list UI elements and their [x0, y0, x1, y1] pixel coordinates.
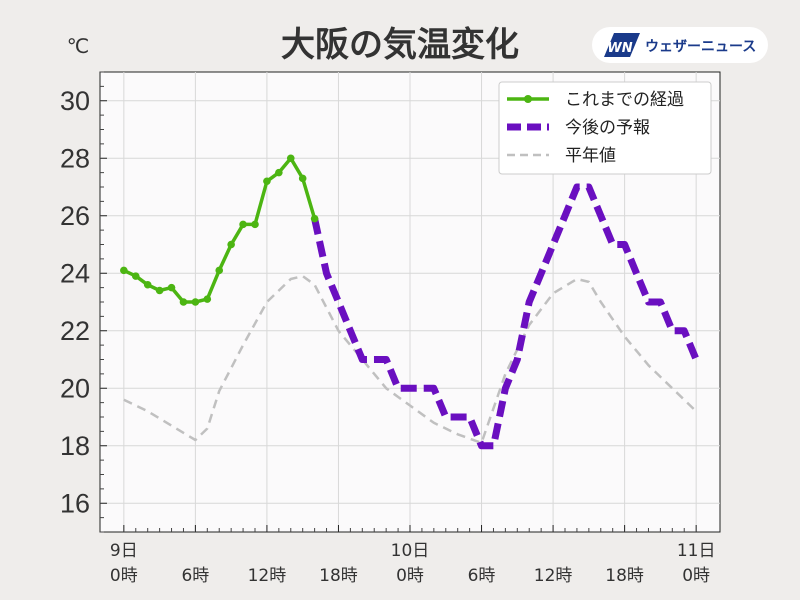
series-line-dashed-thick — [311, 183, 700, 450]
legend-marker-observed — [524, 95, 532, 103]
y-tick-label: 20 — [60, 373, 90, 403]
chart-title: 大阪の気温変化 — [281, 25, 519, 65]
x-tick-time-label: 18時 — [605, 566, 644, 586]
y-tick-label: 16 — [60, 488, 90, 518]
unit-label: ℃ — [67, 34, 89, 58]
x-tick-time-label: 18時 — [319, 566, 358, 586]
x-tick-time-label: 12時 — [534, 566, 573, 586]
y-axis: 16 18 20 22 24 26 28 30 — [60, 86, 107, 518]
series-layer — [120, 154, 700, 450]
legend-label-observed: これまでの経過 — [565, 90, 684, 110]
observed-point — [251, 220, 259, 229]
observed-point — [298, 174, 307, 183]
x-tick-time-label: 12時 — [248, 566, 287, 586]
legend: これまでの経過 今後の予報 平年値 — [498, 81, 712, 175]
observed-point — [310, 214, 319, 223]
observed-point — [239, 220, 247, 229]
observed-point — [227, 240, 235, 249]
x-tick-time-label: 0時 — [682, 566, 710, 586]
observed-point — [263, 177, 271, 186]
observed-point — [275, 168, 283, 177]
y-tick-label: 28 — [60, 143, 90, 173]
x-tick-day-label: 11日 — [677, 541, 716, 561]
legend-box — [498, 81, 712, 175]
observed-point — [143, 280, 152, 289]
observed-point — [215, 266, 224, 275]
x-tick-day-label: 10日 — [391, 541, 430, 561]
observed-point — [286, 154, 295, 163]
observed-point — [179, 298, 188, 306]
observed-point — [167, 283, 176, 292]
y-tick-label: 30 — [60, 86, 90, 116]
x-tick-day-label: 9日 — [110, 541, 138, 561]
observed-point — [131, 272, 140, 280]
logo-badge-shape — [604, 33, 640, 57]
weathernews-logo: WN ウェザーニュース — [592, 27, 768, 63]
legend-label-normal: 平年値 — [565, 146, 616, 166]
series-line-dashed-thin — [123, 274, 698, 445]
y-tick-label: 22 — [60, 316, 90, 346]
minor-ticks — [100, 71, 685, 533]
observed-point — [155, 286, 164, 295]
x-tick-time-label: 0時 — [396, 566, 424, 586]
x-tick-time-label: 6時 — [181, 566, 209, 586]
y-tick-label: 24 — [60, 258, 90, 288]
logo-mark: WN — [607, 41, 632, 56]
x-tick-time-label: 0時 — [110, 566, 138, 586]
observed-point — [120, 266, 128, 275]
y-tick-label: 18 — [60, 431, 90, 461]
observed-point — [191, 298, 200, 306]
logo-text: ウェザーニュース — [645, 39, 756, 55]
observed-point — [203, 295, 212, 303]
x-tick-time-label: 6時 — [468, 566, 496, 586]
legend-label-forecast: 今後の予報 — [565, 118, 650, 138]
y-tick-label: 26 — [60, 201, 90, 231]
x-axis: 9日 0時 6時 12時 18時 10日 0時 6時 12時 18時 11日 0時 — [110, 525, 716, 586]
